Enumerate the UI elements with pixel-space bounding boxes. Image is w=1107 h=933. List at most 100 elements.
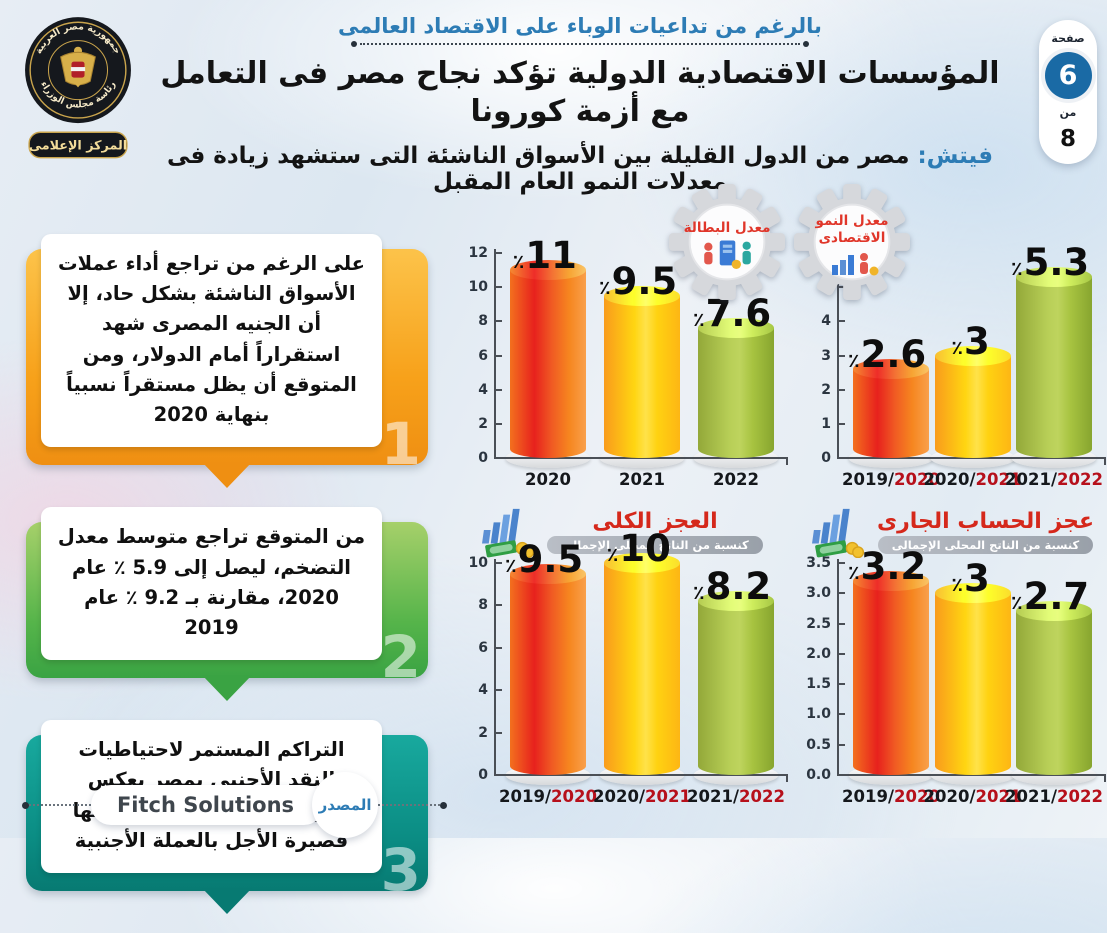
bar-2021: ٪9.5 2021 (599, 263, 685, 489)
chart-title: عجز الحساب الجارى (876, 508, 1095, 534)
bar-value-label: ٪3 (951, 557, 990, 601)
chart-title: العجز الكلى (592, 508, 718, 534)
bar-cylinder (698, 318, 774, 458)
bar-cylinder (510, 260, 586, 458)
plot-area: ٪3.2 2019/2020 ٪3 2020/2021 ٪2.7 2021/2022 0.… (806, 548, 1106, 806)
y-axis-tick-mark (494, 422, 502, 425)
gear-badge-growth: معدل النمو الاقتصادى (793, 183, 911, 301)
bar-value-label: ٪11 (512, 234, 578, 278)
government-emblem-logo: جمهورية مصر العربية رئاسة مجلس الوزراء ا… (22, 14, 134, 173)
y-axis-tick-mark (494, 774, 502, 776)
chart-subtitle: كنسبة من الناتج المحلى الإجمالى (547, 535, 763, 554)
bar-2019-2020: ٪2.6 2019/2020 (842, 336, 940, 489)
y-axis-tick-mark (494, 646, 502, 649)
bar-2022: ٪7.6 2022 (693, 295, 779, 489)
bar-cylinder (853, 571, 929, 775)
bar-2020: ٪11 2020 (505, 237, 591, 489)
y-axis-tick-mark (837, 774, 845, 776)
bars: ٪3.2 2019/2020 ٪3 2020/2021 ٪2.7 2021/2022 (842, 548, 1103, 806)
header: بالرغم من تداعيات الوباء على الاقتصاد ال… (140, 14, 1020, 195)
bar-cylinder (1016, 601, 1092, 775)
x-axis-year-label: 2020/2021 (923, 470, 1022, 489)
y-axis-tick-label: 4 (478, 682, 488, 699)
bar-2020-2021: ٪3 2020/2021 (924, 323, 1022, 490)
chart-header: عجز الحساب الجارى كنسبة من الناتج المحلى… (795, 505, 1100, 558)
bar-top-cap (510, 260, 586, 281)
bars: ٪11 2020 ٪9.5 2021 ٪7.6 2022 (504, 237, 780, 489)
bar-top-cap (934, 583, 1011, 604)
callout-1: 1 على الرغم من تراجع أداء عملات الأسواق … (26, 234, 428, 473)
x-axis-year-label: 2019/2020 (842, 470, 940, 489)
y-axis-tick-label: 0 (478, 767, 488, 783)
y-axis-tick-label: 6 (478, 639, 488, 656)
bar-top-cap (1016, 601, 1092, 622)
bar-top-cap (604, 553, 680, 573)
page-label: صفحة (1051, 32, 1085, 45)
logo-banner-text: المركز الإعلامى (29, 138, 127, 153)
x-axis-year-label: 2021/2022 (1005, 470, 1103, 489)
money-chart-icon (811, 508, 865, 558)
y-axis-tick-label: 4 (821, 313, 831, 330)
bar-value-label: ٪8.2 (693, 565, 772, 609)
gear-badge-unemployment: معدل البطالة (668, 183, 786, 301)
callout-3-number: 3 (380, 836, 421, 905)
bar-top-cap (604, 285, 680, 306)
y-axis-tick-mark (494, 388, 502, 391)
dotted-divider (351, 41, 809, 47)
y-axis-tick-label: 3 (821, 347, 831, 364)
y-axis-tick-mark (837, 592, 845, 595)
line-end-dot (22, 801, 29, 809)
bar-top-cap (853, 571, 929, 592)
y-axis-tick-mark (837, 286, 845, 289)
callout-1-number: 1 (380, 410, 421, 479)
bar-value-label: ٪2.7 (1011, 575, 1090, 619)
bar-top-cap (1016, 266, 1092, 287)
total-pages-number: 8 (1059, 126, 1076, 152)
y-axis-tick-mark (494, 604, 502, 607)
bar-2020-2021: ٪10 2020/2021 (593, 530, 691, 806)
bar-cylinder (510, 563, 586, 775)
x-axis-year-label: 2022 (713, 470, 759, 489)
y-axis-tick-mark (837, 622, 845, 625)
bar-top-cap (934, 345, 1011, 366)
y-axis-tick-label: 2.5 (806, 615, 831, 632)
bar-top-cap (698, 591, 774, 612)
source-row: Fitch Solutions المصدر (22, 772, 448, 838)
y-axis-tick-label: 1.5 (806, 676, 831, 693)
bars: ٪9.5 2019/2020 ٪10 2020/2021 ٪8.2 2021/2022 (499, 530, 785, 806)
source-name: Fitch Solutions (90, 785, 325, 825)
page-subtitle: فيتش: مصر من الدول القليلة بين الأسواق ا… (140, 143, 1020, 195)
bar-value-label: ٪3 (951, 319, 990, 363)
bar-top-cap (853, 359, 929, 380)
bar-2021-2022: ٪2.7 2021/2022 (1005, 578, 1103, 806)
source-label-badge: المصدر (312, 772, 379, 838)
gold-eagle-icon (60, 46, 96, 88)
money-chart-icon (482, 508, 535, 558)
y-axis-tick-label: 3.5 (806, 555, 831, 571)
y-axis-tick-label: 3.0 (806, 585, 831, 602)
gear-icon (793, 183, 911, 301)
x-axis-year-label: 2019/2020 (499, 787, 597, 806)
bar-top-cap (698, 318, 774, 339)
x-axis-year-label: 2020/2021 (923, 787, 1022, 806)
people-economy-illustration-icon (832, 252, 879, 276)
y-axis-tick-label: 12 (468, 245, 488, 261)
subtitle-rest: مصر من الدول القليلة بين الأسواق الناشئة… (166, 143, 910, 195)
y-axis-tick-mark (494, 689, 502, 692)
bar-cylinder (934, 345, 1011, 458)
bar-value-label: ٪2.6 (848, 333, 927, 377)
plot-area: ٪9.5 2019/2020 ٪10 2020/2021 ٪8.2 2021/2022 0… (469, 530, 788, 806)
egypt-eagle-emblem-icon: جمهورية مصر العربية رئاسة مجلس الوزراء ا… (25, 17, 131, 159)
plot-area: ٪11 2020 ٪9.5 2021 ٪7.6 2022 0 2 4 6 8 10 12 (469, 237, 788, 489)
subtitle-lead: فيتش: (917, 143, 994, 169)
y-axis-tick-mark (837, 683, 845, 686)
page-title: المؤسسات الاقتصادية الدولية تؤكد نجاح مص… (160, 56, 1000, 129)
of-label: من (1059, 106, 1077, 119)
people-economy-illustration-icon (704, 240, 751, 270)
y-axis-tick-mark (837, 388, 845, 391)
bar-2021-2022: ٪5.3 2021/2022 (1005, 244, 1103, 489)
y-axis-tick-label: 2 (821, 381, 831, 398)
y-axis-tick-mark (837, 713, 845, 716)
